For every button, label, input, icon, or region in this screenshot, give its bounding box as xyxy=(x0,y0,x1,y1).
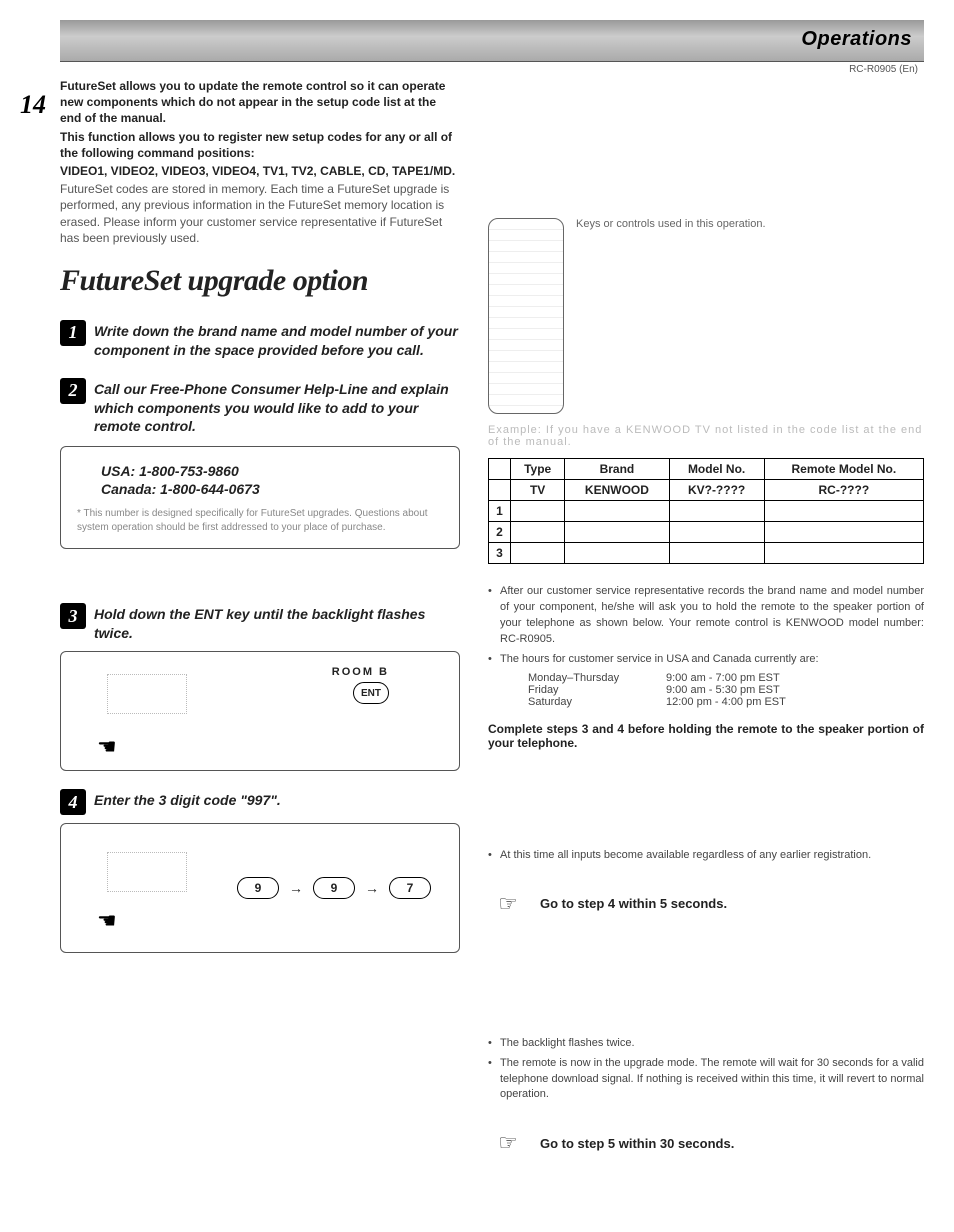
table-row: 2 xyxy=(489,522,924,543)
ex-remote: RC-???? xyxy=(764,480,923,501)
hand-icon: ☚ xyxy=(97,734,117,760)
hours-day-3: Saturday xyxy=(528,696,638,708)
bullet-inputs-available: At this time all inputs become available… xyxy=(488,848,924,864)
page-title: FutureSet upgrade option xyxy=(60,264,460,298)
remote-illustration xyxy=(488,218,564,414)
right-column: Keys or controls used in this operation.… xyxy=(488,78,924,1159)
hours-row-2: Friday 9:00 am - 5:30 pm EST xyxy=(528,684,924,696)
code-sequence: 9 → 9 → 7 xyxy=(237,877,431,899)
pointer-icon-2: ☞ xyxy=(488,1127,528,1159)
table-row: 1 xyxy=(489,501,924,522)
complete-steps-note: Complete steps 3 and 4 before holding th… xyxy=(488,722,924,750)
left-column: FutureSet allows you to update the remot… xyxy=(60,78,460,1159)
step-1: 1 Write down the brand name and model nu… xyxy=(60,320,460,360)
step-3-diagram: ROOM B ENT ☚ xyxy=(60,651,460,771)
step3-right-notes: At this time all inputs become available… xyxy=(488,848,924,864)
table-header-row: Type Brand Model No. Remote Model No. xyxy=(489,459,924,480)
header-bar: Operations xyxy=(60,20,924,62)
row-num-1: 1 xyxy=(489,501,511,522)
step-4-title: Enter the 3 digit code "997". xyxy=(94,789,281,810)
step-3-badge: 3 xyxy=(60,603,86,629)
ex-brand: KENWOOD xyxy=(565,480,669,501)
goto-5-text: Go to step 5 within 30 seconds. xyxy=(540,1136,734,1151)
remote-lcd-outline xyxy=(107,674,187,714)
remote-lcd-outline-2 xyxy=(107,852,187,892)
goto-step-4: ☞ Go to step 4 within 5 seconds. xyxy=(488,888,924,920)
ex-blank xyxy=(489,480,511,501)
phone-canada: Canada: 1-800-644-0673 xyxy=(101,481,443,497)
step-2-badge: 2 xyxy=(60,378,86,404)
step-3-title: Hold down the ENT key until the backligh… xyxy=(94,603,460,643)
ent-key-icon: ENT xyxy=(353,682,389,704)
th-remote-model: Remote Model No. xyxy=(764,459,923,480)
row-num-2: 2 xyxy=(489,522,511,543)
th-brand: Brand xyxy=(565,459,669,480)
page-number: 14 xyxy=(20,90,46,120)
table-example-row: TV KENWOOD KV?-???? RC-???? xyxy=(489,480,924,501)
th-blank xyxy=(489,459,511,480)
bullet-service-record: After our customer service representativ… xyxy=(488,584,924,648)
section-title: Operations xyxy=(801,28,912,51)
ex-type: TV xyxy=(511,480,565,501)
hand-icon-2: ☚ xyxy=(97,908,117,934)
goto-4-text: Go to step 4 within 5 seconds. xyxy=(540,896,727,911)
step-4-badge: 4 xyxy=(60,789,86,815)
hours-time-1: 9:00 am - 7:00 pm EST xyxy=(666,672,780,684)
step-1-badge: 1 xyxy=(60,320,86,346)
intro-para-positions: VIDEO1, VIDEO2, VIDEO3, VIDEO4, TV1, TV2… xyxy=(60,163,460,179)
model-number: RC-R0905 (En) xyxy=(849,64,918,75)
digit-key-9a: 9 xyxy=(237,877,279,899)
step4-right-notes: The backlight flashes twice. The remote … xyxy=(488,1036,924,1104)
step-4: 4 Enter the 3 digit code "997". ☚ 9 → 9 … xyxy=(60,789,460,953)
th-model: Model No. xyxy=(669,459,764,480)
arrow-icon-1: → xyxy=(289,880,303,896)
room-b-label: ROOM B xyxy=(332,666,389,678)
intro-para-memory: FutureSet codes are stored in memory. Ea… xyxy=(60,181,460,246)
intro-para-1: FutureSet allows you to update the remot… xyxy=(60,78,460,127)
digit-key-7: 7 xyxy=(389,877,431,899)
service-notes: After our customer service representativ… xyxy=(488,584,924,668)
hours-day-1: Monday–Thursday xyxy=(528,672,638,684)
bullet-hours-intro: The hours for customer service in USA an… xyxy=(488,652,924,668)
hours-time-2: 9:00 am - 5:30 pm EST xyxy=(666,684,780,696)
phone-box: USA: 1-800-753-9860 Canada: 1-800-644-06… xyxy=(60,446,460,549)
hours-row-1: Monday–Thursday 9:00 am - 7:00 pm EST xyxy=(528,672,924,684)
step-4-diagram: ☚ 9 → 9 → 7 xyxy=(60,823,460,953)
example-faded-line: Example: If you have a KENWOOD TV not li… xyxy=(488,424,924,448)
step-2: 2 Call our Free-Phone Consumer Help-Line… xyxy=(60,378,460,550)
step-2-title: Call our Free-Phone Consumer Help-Line a… xyxy=(94,378,460,437)
phone-usa: USA: 1-800-753-9860 xyxy=(101,463,443,479)
hours-day-2: Friday xyxy=(528,684,638,696)
bullet-upgrade-mode: The remote is now in the upgrade mode. T… xyxy=(488,1056,924,1104)
table-row: 3 xyxy=(489,543,924,564)
row-num-3: 3 xyxy=(489,543,511,564)
intro-para-2: This function allows you to register new… xyxy=(60,129,460,161)
ex-model: KV?-???? xyxy=(669,480,764,501)
bullet-backlight-flash: The backlight flashes twice. xyxy=(488,1036,924,1052)
component-table: Type Brand Model No. Remote Model No. TV… xyxy=(488,458,924,564)
step-1-title: Write down the brand name and model numb… xyxy=(94,320,460,360)
phone-footnote: * This number is designed specifically f… xyxy=(77,507,443,534)
step-3: 3 Hold down the ENT key until the backli… xyxy=(60,603,460,771)
hours-row-3: Saturday 12:00 pm - 4:00 pm EST xyxy=(528,696,924,708)
hours-time-3: 12:00 pm - 4:00 pm EST xyxy=(666,696,786,708)
pointer-icon: ☞ xyxy=(488,888,528,920)
goto-step-5: ☞ Go to step 5 within 30 seconds. xyxy=(488,1127,924,1159)
digit-key-9b: 9 xyxy=(313,877,355,899)
th-type: Type xyxy=(511,459,565,480)
arrow-icon-2: → xyxy=(365,880,379,896)
